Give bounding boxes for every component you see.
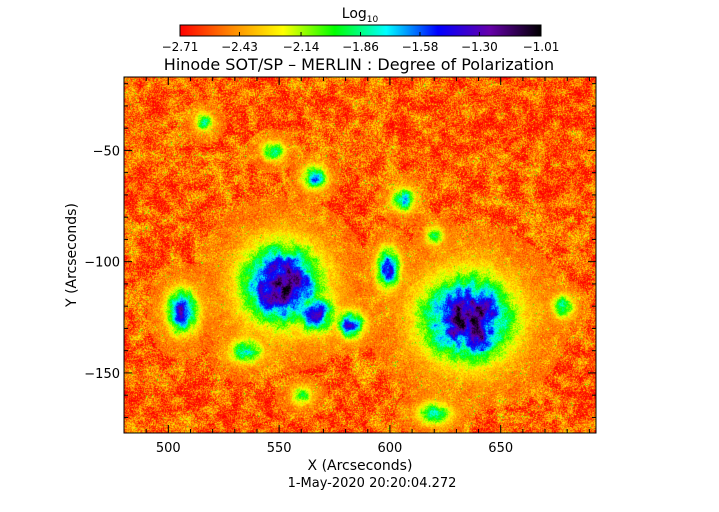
colorbar-ticks: −2.71 −2.43 −2.14 −1.86 −1.58 −1.30 −1.01	[162, 32, 560, 54]
colorbar-tick-label: −1.58	[402, 40, 439, 54]
chart-title: Hinode SOT/SP – MERLIN : Degree of Polar…	[164, 55, 554, 74]
colorbar-tick-label: −1.86	[342, 40, 379, 54]
y-tick-label: −150	[84, 367, 120, 382]
plot-area: 500 550 600 650 −50 −100 −150	[84, 76, 597, 456]
x-tick-label: 550	[267, 441, 292, 456]
plot-frame	[123, 76, 597, 434]
y-tick-label: −50	[93, 144, 120, 159]
timestamp: 1-May-2020 20:20:04.272	[288, 476, 457, 491]
polarization-heatmap	[124, 77, 596, 433]
x-axis-label: X (Arcseconds)	[308, 458, 413, 474]
axis-ticks: 500 550 600 650 −50 −100 −150	[84, 77, 596, 456]
y-axis-label: Y (Arcseconds)	[64, 203, 80, 308]
x-tick-label: 600	[378, 441, 403, 456]
colorbar: Log10 −2.71 −2.43 −2.14 −1.86 −1.58 −1.30 −1.0…	[162, 6, 560, 54]
y-tick-label: −100	[84, 256, 120, 271]
colorbar-tick-label: −2.14	[283, 40, 320, 54]
colorbar-title: Log10	[342, 6, 379, 25]
x-tick-label: 650	[488, 441, 513, 456]
colorbar-tick-label: −1.01	[523, 40, 560, 54]
colorbar-tick-label: −2.71	[162, 40, 199, 54]
colorbar-tick-label: −1.30	[461, 40, 498, 54]
colorbar-tick-label: −2.43	[221, 40, 258, 54]
x-tick-label: 500	[156, 441, 181, 456]
